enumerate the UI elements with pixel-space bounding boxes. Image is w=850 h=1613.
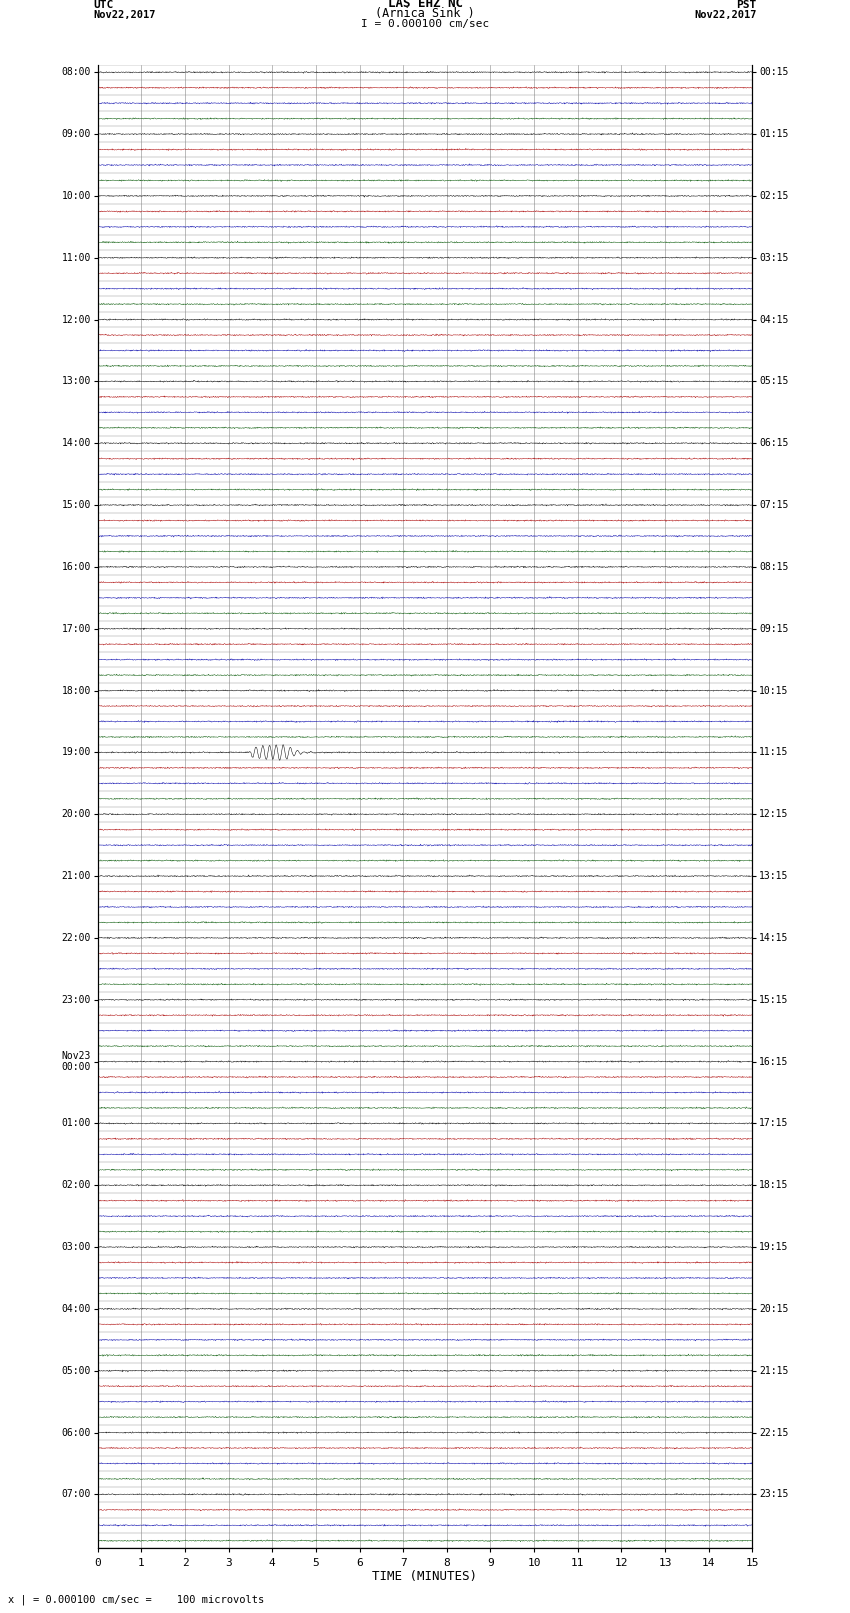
Text: I = 0.000100 cm/sec: I = 0.000100 cm/sec	[361, 19, 489, 29]
X-axis label: TIME (MINUTES): TIME (MINUTES)	[372, 1571, 478, 1584]
Text: PST: PST	[736, 0, 756, 11]
Text: LAS EHZ NC: LAS EHZ NC	[388, 0, 462, 11]
Text: Nov22,2017: Nov22,2017	[94, 10, 156, 19]
Text: Nov22,2017: Nov22,2017	[694, 10, 756, 19]
Text: UTC: UTC	[94, 0, 114, 11]
Text: x | = 0.000100 cm/sec =    100 microvolts: x | = 0.000100 cm/sec = 100 microvolts	[8, 1594, 264, 1605]
Text: (Arnica Sink ): (Arnica Sink )	[375, 6, 475, 19]
